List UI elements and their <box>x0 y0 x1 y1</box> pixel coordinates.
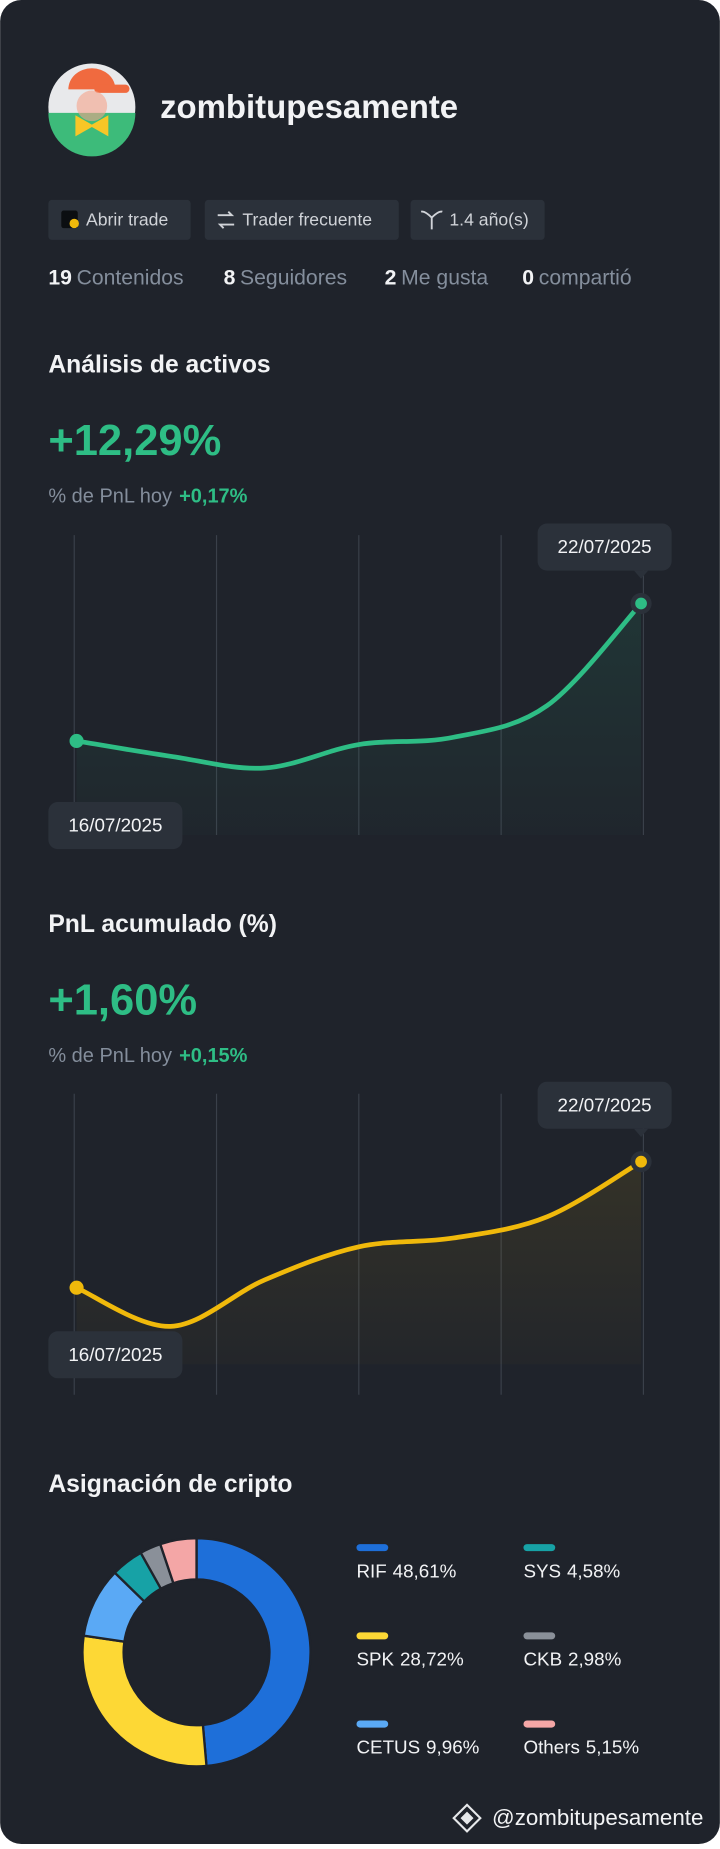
area-fill <box>76 603 642 835</box>
legend-value: 48,61% <box>393 1560 457 1581</box>
badge: Abrir trade <box>86 210 168 230</box>
stat-label: Seguidores <box>240 266 347 289</box>
legend-value: 2,98% <box>568 1649 622 1670</box>
badges: Abrir trade Trader frecuente 1.4 año(s) <box>48 199 545 240</box>
headline: +1,60% <box>48 977 197 1025</box>
legend-swatch <box>356 1720 389 1728</box>
footer-handle: @zombitupesamente <box>492 1805 703 1830</box>
legend-value: 4,58% <box>567 1560 621 1581</box>
legend-name: Others <box>523 1737 579 1758</box>
stat: 0 compartió <box>522 266 631 289</box>
username: zombitupesamente <box>160 88 458 125</box>
tooltip-pointer <box>634 1128 649 1137</box>
subtitle-label: % de PnL hoy <box>48 486 172 508</box>
legend-name: CKB <box>523 1649 562 1670</box>
subtitle-change: +0,15% <box>179 1046 248 1068</box>
donut-slice <box>195 1537 312 1768</box>
legend-name: SYS <box>523 1560 561 1581</box>
date-label: 16/07/2025 <box>68 815 162 836</box>
date-label: 22/07/2025 <box>558 1094 652 1115</box>
date-tooltip <box>48 1331 183 1379</box>
stat-label: Contenidos <box>77 266 184 289</box>
tooltip-pointer <box>634 570 649 579</box>
stat-value: 0 <box>522 266 534 289</box>
legend-swatch <box>523 1720 556 1728</box>
legend-entry: Others 5,15% <box>523 1737 639 1758</box>
stat-value: 8 <box>224 266 236 289</box>
stat: 2 Me gusta <box>385 266 489 289</box>
end-dot <box>635 1155 647 1168</box>
pnl-line <box>74 601 644 771</box>
subtitle: % de PnL hoy +0,17% <box>48 486 247 508</box>
legend-value: 5,15% <box>586 1737 640 1758</box>
legend-name: SPK <box>356 1649 394 1670</box>
legend-swatch <box>523 1632 556 1640</box>
stat: 8 Seguidores <box>224 266 348 289</box>
stat-value: 2 <box>385 266 397 289</box>
legend-entry: SYS 4,58% <box>523 1560 620 1581</box>
legend-entry: RIF 48,61% <box>356 1560 456 1581</box>
stat-value: 19 <box>48 266 72 289</box>
area-fill <box>76 1161 642 1365</box>
subtitle-label: % de PnL hoy <box>48 1046 172 1068</box>
end-dot <box>635 597 647 610</box>
legend-entry: CETUS 9,96% <box>356 1737 479 1758</box>
subtitle: % de PnL hoy +0,15% <box>48 1046 247 1068</box>
date-tooltip <box>537 1081 672 1129</box>
legend-entry: SPK 28,72% <box>356 1649 464 1670</box>
stat-label: compartió <box>539 266 632 289</box>
legend-swatch <box>523 1544 556 1552</box>
pnl-line <box>74 1159 644 1329</box>
start-dot <box>69 1280 84 1295</box>
legend-swatch <box>356 1544 389 1552</box>
donut-slice <box>81 1634 208 1768</box>
date-label: 22/07/2025 <box>558 536 652 557</box>
legend-value: 9,96% <box>426 1737 480 1758</box>
stats: 19 Contenidos 8 Seguidores 2 Me gusta 0 compart… <box>48 266 631 289</box>
avatar <box>48 63 136 157</box>
badge: Trader frecuente <box>242 210 372 230</box>
footer: @zombitupesamente <box>452 1803 703 1833</box>
stat-label: Me gusta <box>401 266 488 289</box>
donut-slice <box>158 1537 198 1585</box>
legend-name: RIF <box>356 1560 386 1581</box>
section-title: Análisis de activos <box>48 351 270 378</box>
badge: 1.4 año(s) <box>449 210 528 230</box>
legend-name: CETUS <box>356 1737 420 1758</box>
legend-swatch <box>356 1632 389 1640</box>
date-tooltip <box>537 523 672 571</box>
section-title: Asignación de cripto <box>48 1471 292 1498</box>
headline: +12,29% <box>48 417 221 465</box>
section-title: PnL acumulado (%) <box>48 911 277 938</box>
subtitle-change: +0,17% <box>179 486 248 508</box>
date-label: 16/07/2025 <box>68 1344 162 1365</box>
date-tooltip <box>48 802 183 850</box>
stat: 19 Contenidos <box>48 266 183 289</box>
legend-value: 28,72% <box>400 1649 464 1670</box>
legend-entry: CKB 2,98% <box>523 1649 621 1670</box>
start-dot <box>69 733 84 749</box>
